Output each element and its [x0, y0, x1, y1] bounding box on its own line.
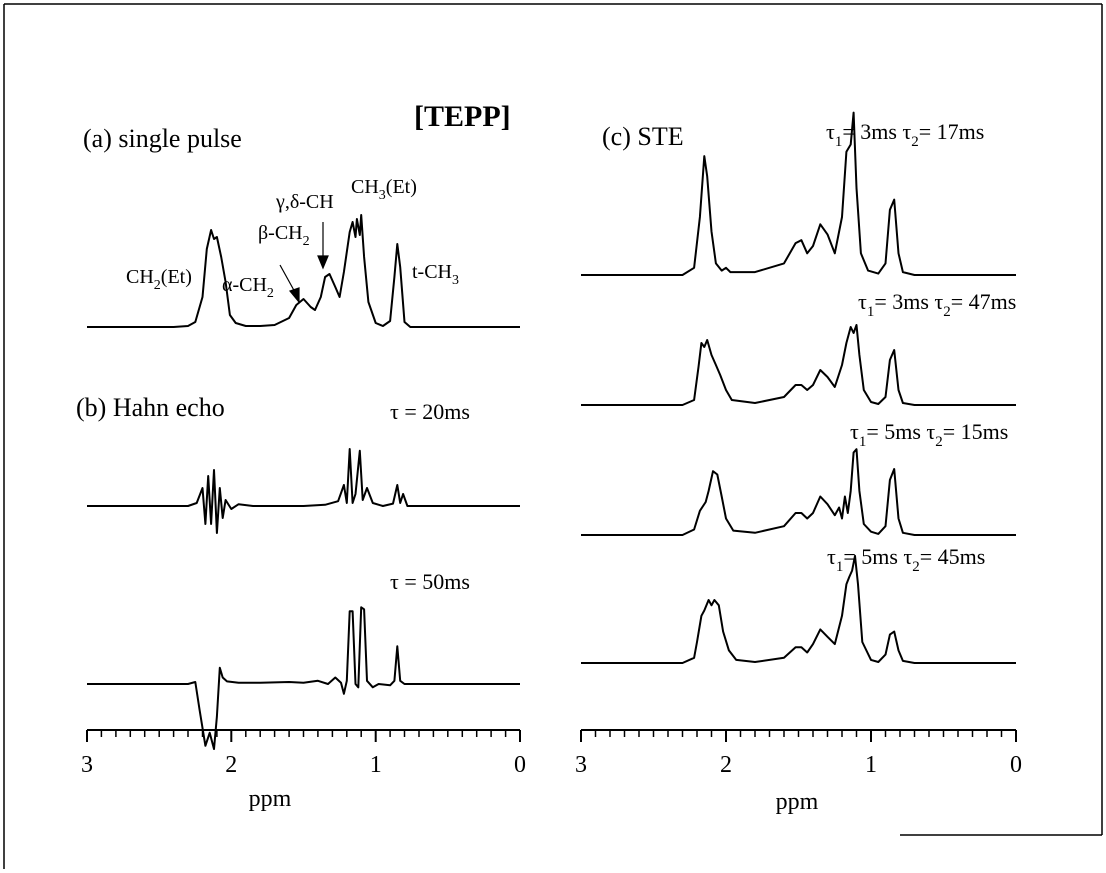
panel-c-series-4-label: τ1= 5ms τ2= 45ms	[827, 544, 985, 575]
x-tick-label-panel-c: 1	[865, 752, 877, 778]
x-tick-label-panel-b: 2	[225, 752, 237, 778]
x-tick-label-panel-c: 3	[575, 752, 587, 778]
annotation-ch2-et: CH2(Et)	[126, 266, 192, 293]
annotation-beta-ch2: β-CH2	[258, 222, 310, 249]
panel-a-arrows	[279, 222, 329, 304]
spectrum-line-panel-b-2	[87, 606, 520, 750]
arrow-gamma-delta-ch-head	[317, 255, 329, 270]
panel-b-xlabel: ppm	[249, 786, 292, 812]
panel-b-series-2-label: τ = 50ms	[390, 569, 470, 594]
panel-c-series-2-label: τ1= 3ms τ2= 47ms	[858, 289, 1016, 320]
spectrum-line-panel-c-3	[581, 448, 1016, 536]
panel-a-title: (a) single pulse	[83, 124, 242, 153]
panel-c-series-labels: τ1= 3ms τ2= 17ms τ1= 3ms τ2= 47ms τ1= 5m…	[826, 119, 1016, 575]
annotation-t-ch3: t-CH3	[412, 261, 459, 288]
panel-c-series-3-label: τ1= 5ms τ2= 15ms	[850, 419, 1008, 450]
annotation-gamma-delta-ch: γ,δ-CH	[275, 191, 334, 213]
spectrum-line-panel-c-1	[581, 111, 1016, 276]
axes-layer: 3 2 1 0 3 2 1 0	[81, 729, 1022, 778]
spectra-layer	[87, 111, 1016, 750]
spectrum-line-panel-c-4	[581, 554, 1016, 664]
spectrum-line-panel-a-1	[87, 214, 520, 328]
compound-label: [TEPP]	[414, 100, 511, 133]
arrow-beta-ch2	[279, 264, 297, 295]
panel-b-series-1-label: τ = 20ms	[390, 399, 470, 424]
panel-c-xlabel: ppm	[776, 789, 819, 815]
x-tick-label-panel-b: 0	[514, 752, 526, 778]
x-tick-label-panel-b: 3	[81, 752, 93, 778]
arrow-beta-ch2-head	[288, 287, 300, 304]
x-tick-label-panel-c: 2	[720, 752, 732, 778]
x-tick-label-panel-b: 1	[370, 752, 382, 778]
spectrum-line-panel-c-2	[581, 324, 1016, 406]
panel-b-title: (b) Hahn echo	[76, 393, 225, 422]
annotation-alpha-ch2: α-CH2	[222, 274, 274, 301]
panel-a-annotations: CH2(Et) α-CH2 β-CH2 γ,δ-CH CH3(Et) t-CH3	[126, 176, 459, 301]
x-tick-label-panel-c: 0	[1010, 752, 1022, 778]
spectrum-line-panel-b-1	[87, 448, 520, 534]
annotation-ch3-et: CH3(Et)	[351, 176, 417, 203]
panel-c-title: (c) STE	[602, 122, 684, 151]
